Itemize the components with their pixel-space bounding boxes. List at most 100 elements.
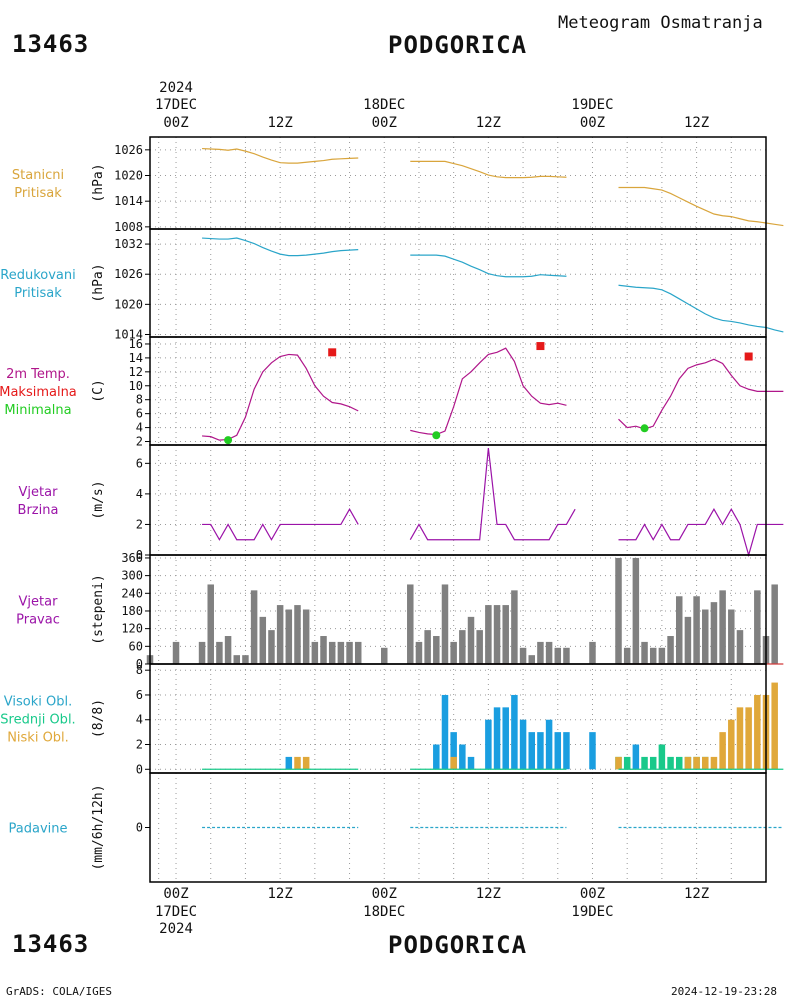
wind-direction-bar — [563, 647, 570, 664]
y-tick-label: 6 — [136, 407, 143, 421]
bottom-year-label: 2024 — [159, 921, 193, 937]
cloud-high-bar — [511, 694, 518, 770]
series-line-station-pressure — [410, 160, 567, 179]
y-tick-label: 300 — [121, 569, 143, 583]
panel-label-wind-speed: Brzina — [18, 503, 59, 518]
grid-layer — [150, 137, 767, 882]
cloud-high-bar — [285, 756, 293, 770]
wind-direction-bar — [710, 602, 718, 664]
wind-direction-bar — [702, 609, 709, 664]
wind-direction-bar — [545, 641, 553, 664]
cloud-mid-bar — [667, 756, 674, 770]
cloud-high-bar — [632, 744, 640, 770]
y-tick-label: 1020 — [114, 297, 143, 311]
bottom-date-label: 18DEC — [363, 904, 405, 920]
series-line-station-pressure — [618, 186, 784, 227]
wind-direction-bar — [320, 636, 327, 664]
y-tick-label: 12 — [129, 365, 143, 379]
cloud-low-bar — [684, 756, 692, 770]
cloud-low-bar — [736, 707, 744, 770]
cloud-mid-bar — [649, 756, 657, 770]
y-tick-label: 240 — [121, 586, 143, 600]
series-line-reduced-pressure — [618, 284, 784, 333]
series-line-station-pressure — [202, 147, 359, 164]
top-time-label: 00Z — [163, 115, 188, 131]
cloud-high-bar — [441, 694, 449, 770]
y-tick-label: 4 — [136, 421, 143, 435]
top-time-label: 12Z — [476, 115, 501, 131]
wind-direction-bar — [502, 605, 509, 664]
wind-direction-bar — [354, 641, 362, 664]
panel-frame-reduced-pressure — [149, 228, 767, 338]
marks-layer — [146, 147, 784, 829]
y-tick-label: 8 — [136, 663, 143, 677]
wind-direction-bar — [207, 584, 214, 664]
panel-label-wind-direction: Pravac — [16, 613, 60, 628]
plot-timestamp: 2024-12-19-23:28 — [671, 985, 777, 998]
y-tick-label: 2 — [136, 738, 143, 752]
station-name-bottom: PODGORICA — [388, 931, 528, 959]
y-tick-label: 6 — [136, 688, 143, 702]
panel-label-wind-speed: Vjetar — [19, 485, 59, 500]
wind-direction-bar — [433, 636, 440, 664]
cloud-mid-bar — [658, 744, 666, 770]
cloud-low-bar — [702, 756, 709, 770]
wind-direction-bar — [242, 655, 249, 664]
cloud-high-bar — [450, 732, 457, 770]
station-id-bottom: 13463 — [12, 930, 90, 958]
wind-direction-bar — [528, 655, 535, 664]
y-tick-label: 2 — [136, 435, 143, 449]
y-tick-label: 1026 — [114, 267, 143, 281]
y-tick-label: 6 — [136, 456, 143, 470]
series-line-wind-speed — [618, 507, 784, 558]
panel-label-reduced-pressure: Pritisak — [14, 286, 62, 301]
panel-label-station-pressure: Pritisak — [14, 186, 62, 201]
cloud-mid-bar — [675, 756, 683, 770]
y-tick-label: 8 — [136, 393, 143, 407]
y-tick-label: 120 — [121, 622, 143, 636]
y-tick-label: 1032 — [114, 237, 143, 251]
y-tick-label: 0 — [136, 657, 143, 671]
wind-direction-bar — [589, 641, 596, 664]
wind-direction-bar — [537, 641, 544, 664]
temp-max-point — [328, 348, 337, 357]
cloud-low-bar — [693, 756, 700, 770]
unit-label-clouds: (8/8) — [91, 699, 106, 738]
series-line-temperature — [618, 358, 784, 430]
wind-direction-bar — [459, 630, 466, 664]
panel-label-temperature: Maksimalna — [0, 385, 77, 400]
panel-label-temperature: Minimalna — [4, 403, 71, 418]
cloud-high-bar — [433, 744, 440, 770]
station-id-top: 13463 — [12, 30, 90, 58]
wind-direction-bar — [381, 647, 388, 664]
bottom-time-label: 12Z — [476, 886, 501, 902]
wind-direction-bar — [302, 609, 310, 664]
wind-direction-bar — [294, 605, 301, 664]
wind-direction-bar — [649, 647, 657, 664]
wind-direction-bar — [519, 647, 527, 664]
wind-direction-bar — [311, 641, 319, 664]
panel-label-wind-direction: Vjetar — [19, 595, 59, 610]
wind-direction-bar — [667, 636, 674, 664]
wind-direction-bar — [250, 590, 258, 664]
wind-direction-bar — [198, 641, 206, 664]
wind-direction-bar — [450, 641, 457, 664]
temp-min-point — [224, 436, 233, 445]
y-tick-label: 60 — [129, 639, 143, 653]
wind-direction-bar — [424, 630, 431, 664]
wind-direction-bar — [641, 641, 648, 664]
panel-label-precipitation: Padavine — [9, 822, 68, 837]
series-line-temperature — [410, 347, 567, 436]
unit-label-temperature: (C) — [91, 379, 106, 402]
cloud-high-bar — [528, 732, 535, 770]
y-tick-label: 4 — [136, 487, 143, 501]
y-tick-label: 1014 — [114, 327, 143, 341]
series-line-wind-speed — [202, 507, 359, 541]
top-time-label: 12Z — [267, 115, 292, 131]
wind-direction-bar — [276, 605, 284, 664]
wind-direction-bar — [441, 584, 449, 664]
wind-direction-bar — [172, 641, 180, 664]
wind-direction-bar — [693, 596, 700, 664]
wind-direction-bar — [736, 630, 744, 664]
